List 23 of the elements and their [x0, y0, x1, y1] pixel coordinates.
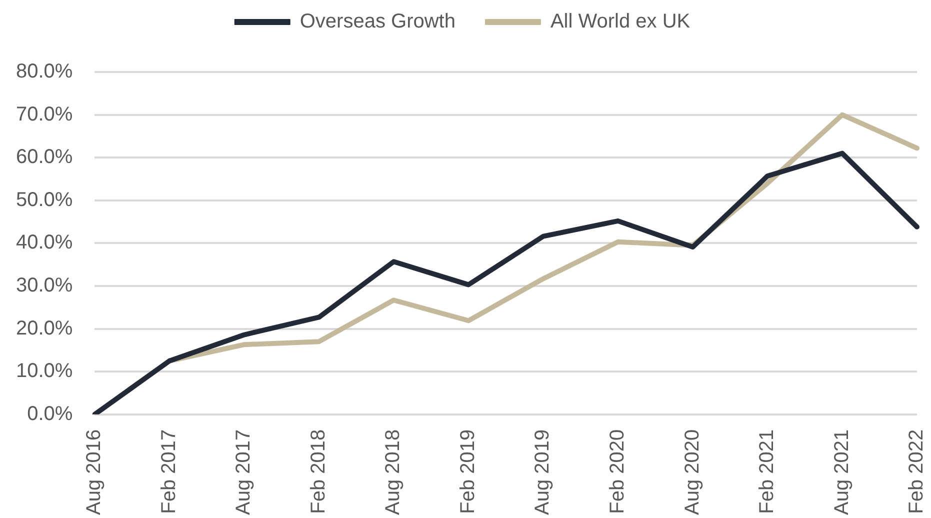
x-tick-label: Aug 2020 [681, 429, 704, 516]
y-tick-label: 10.0% [16, 360, 73, 382]
x-tick-label: Feb 2020 [606, 429, 628, 514]
legend-label: All World ex UK [550, 10, 691, 33]
x-tick-label: Feb 2019 [456, 429, 479, 514]
x-tick-label: Aug 2021 [830, 429, 853, 516]
y-tick-label: 70.0% [16, 103, 73, 126]
y-tick-label: 80.0% [16, 60, 73, 83]
y-tick-label: 40.0% [16, 232, 73, 254]
y-tick-label: 30.0% [16, 274, 73, 296]
x-tick-label: Feb 2021 [756, 429, 778, 514]
x-tick-label: Aug 2017 [232, 429, 255, 516]
y-tick-label: 60.0% [16, 146, 73, 168]
x-tick-label: Feb 2018 [307, 429, 330, 514]
x-tick-label: Aug 2016 [83, 429, 106, 516]
x-tick-label: Aug 2019 [532, 429, 554, 516]
y-tick-label: 0.0% [27, 402, 73, 425]
x-tick-label: Aug 2018 [382, 429, 404, 516]
y-tick-label: 20.0% [16, 317, 73, 340]
y-tick-label: 50.0% [16, 188, 73, 211]
legend-label: Overseas Growth [300, 10, 456, 33]
x-tick-label: Feb 2017 [158, 429, 180, 514]
x-tick-label: Feb 2022 [906, 429, 928, 514]
